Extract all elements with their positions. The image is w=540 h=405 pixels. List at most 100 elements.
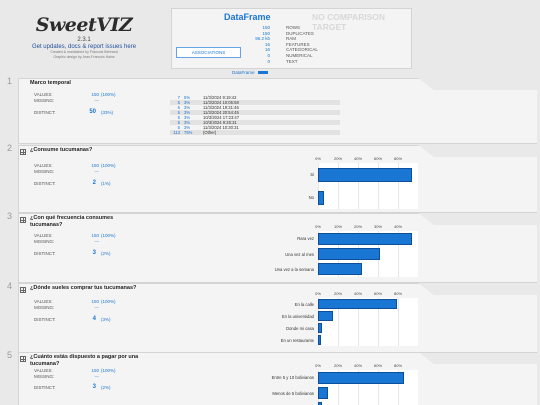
freq-row: 7 5% 11/3/2024 9:19:42 [177, 95, 237, 100]
feature-section-1: 1 VALUES: 150 (100%) MISSING: --- DISTIN… [5, 76, 537, 144]
updates-link[interactable]: Get updates, docs & report issues here [31, 44, 137, 50]
categorical-icon [20, 287, 26, 293]
tick-label: 30% [373, 224, 383, 229]
missing-label: MISSING: [34, 169, 55, 174]
category-label: Si [310, 172, 314, 177]
category-bar [318, 263, 362, 276]
category-bar [318, 402, 322, 405]
category-bar-chart: 0% 20% 40% 60% 80% Entre 5 y 10 bolivianos Men… [272, 363, 418, 405]
category-bar-chart: 0% 20% 40% 60% 80% Si No [309, 156, 418, 209]
dataframe-legend-label: DataFrame [232, 70, 255, 75]
distinct-label: DISTINCT: [34, 181, 56, 186]
feature-name: ¿Cuánto estás dispuesto a pagar por una … [30, 354, 139, 367]
feature-header-bar[interactable] [18, 145, 435, 158]
logo-block: SweetVIZ 2.3.1 Get updates, docs & repor… [26, 14, 142, 60]
feature-name: ¿Consume tucumanas? [30, 147, 93, 153]
associations-button[interactable]: ASSOCIATIONS [176, 47, 241, 58]
grid-line [358, 370, 359, 405]
category-label: Rara vez [297, 236, 314, 242]
freq-row: 113 75% (Other) [170, 130, 340, 135]
feature-header-bar[interactable] [18, 352, 435, 365]
category-bar [318, 247, 380, 261]
values-count: 150 [91, 368, 99, 373]
feature-number: 2 [7, 143, 13, 153]
feature-section-5: 5 VALUES: 150 (100%) MISSING: --- DISTIN… [5, 350, 537, 405]
category-label: No [308, 195, 314, 200]
feature-header-bar[interactable] [18, 283, 435, 296]
tick-label: 60% [373, 363, 383, 368]
category-bar [318, 386, 328, 400]
dataframe-stats: 150 ROWS 150 DUPLICATES 96.2 kb RAM 16 FEATU… [230, 25, 350, 64]
feature-number: 4 [7, 281, 13, 291]
category-bar [318, 335, 321, 345]
category-label: Una vez al mes [285, 251, 314, 257]
app-logo: SweetVIZ [35, 14, 133, 36]
missing-label: MISSING: [34, 305, 55, 310]
stat-row: 96.2 kb RAM [255, 36, 296, 42]
distinct-pct: (2%) [101, 251, 111, 256]
grid-line [398, 298, 399, 346]
grid-line [378, 298, 379, 346]
feature-header-bar[interactable] [18, 78, 435, 91]
distinct-count: 2 [92, 180, 96, 186]
grid-line [398, 231, 399, 277]
stat-row: 0 NUMERICAL [267, 52, 313, 58]
missing-count: --- [94, 239, 100, 244]
values-label: VALUES: [34, 92, 53, 97]
grid-line [318, 298, 319, 346]
category-bar [318, 167, 412, 182]
design-credit-line: Graphic design by Jean-Francois Hains [53, 55, 115, 59]
freq-row: 5 3% 10/3/2024 9:25:31 [170, 120, 340, 125]
feature-name: Marco temporal [30, 80, 71, 86]
values-count: 150 [91, 163, 99, 168]
distinct-label: DISTINCT: [34, 110, 56, 115]
feature-name: ¿Con qué frecuencia consumes tucumanas? [30, 215, 114, 228]
tick-label: 0% [315, 291, 321, 296]
tick-label: 80% [393, 156, 403, 161]
stat-row: 16 FEATURES [264, 41, 310, 47]
values-pct: (100%) [101, 163, 116, 168]
distinct-count: 50 [89, 109, 96, 115]
distinct-pct: (33%) [101, 110, 114, 115]
feature-card: VALUES: 150 (100%) MISSING: --- DISTINCT… [18, 364, 537, 405]
values-pct: (100%) [101, 299, 116, 304]
distinct-pct: (1%) [101, 181, 111, 186]
tick-label: 0% [315, 363, 321, 368]
values-pct: (100%) [101, 233, 116, 238]
feature-header-bar[interactable] [18, 213, 435, 226]
category-bar [318, 299, 397, 309]
feature-section-2: 2 VALUES: 150 (100%) MISSING: --- DISTIN… [5, 143, 537, 213]
category-label: Entre 5 y 10 bolivianos [271, 375, 314, 381]
categorical-icon [20, 217, 26, 223]
tick-label: 10% [333, 224, 343, 229]
stat-row: 150 DUPLICATES [262, 30, 314, 36]
category-bar-chart: 0% 20% 40% 60% 80% En la calle En la universid… [281, 291, 418, 346]
tick-label: 40% [393, 224, 403, 229]
values-label: VALUES: [34, 163, 53, 168]
category-bar [318, 371, 404, 384]
feature-section-3: 3 VALUES: 150 (100%) MISSING: --- DISTIN… [5, 211, 537, 283]
missing-count: --- [94, 98, 100, 103]
missing-count: --- [94, 169, 100, 174]
tick-label: 20% [333, 156, 343, 161]
tick-label: 60% [373, 291, 383, 296]
credit-line: Created & maintained by Francois Bertran… [50, 50, 118, 54]
stat-row: 150 ROWS [262, 25, 300, 30]
categorical-icon [20, 356, 26, 362]
feature-number: 1 [7, 76, 13, 86]
grid-line [358, 163, 359, 209]
grid-line [338, 298, 339, 346]
grid-line [318, 163, 319, 209]
dataframe-legend-swatch [258, 71, 268, 74]
values-pct: (100%) [101, 368, 116, 373]
no-target-label: NO COMPARISON TARGET [312, 12, 386, 32]
freq-row: 5 3% 11/3/2024 10:30:31 [177, 125, 239, 130]
grid-line [378, 163, 379, 209]
grid-line [398, 163, 399, 209]
version-label: 2.3.1 [77, 37, 91, 43]
tick-label: 40% [353, 156, 363, 161]
grid-line [338, 163, 339, 209]
distinct-pct: (2%) [101, 385, 111, 390]
distinct-label: DISTINCT: [34, 251, 56, 256]
missing-label: MISSING: [34, 98, 55, 103]
